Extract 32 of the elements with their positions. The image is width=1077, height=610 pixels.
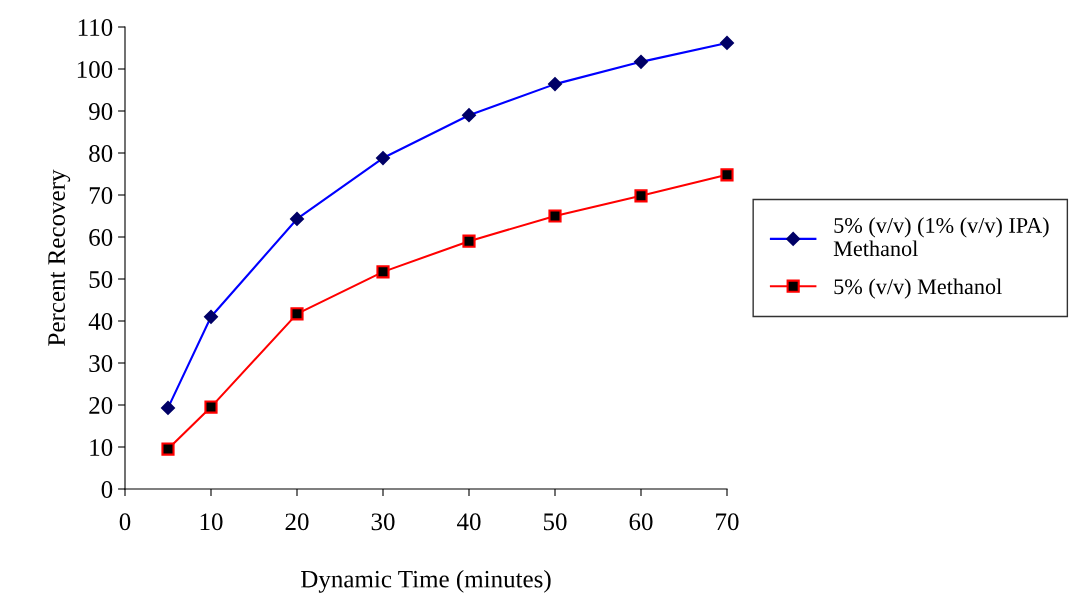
y-tick-label: 10: [90, 439, 113, 456]
y-tick-label: 0: [101, 481, 113, 498]
x-axis-title: Dynamic Time (minutes): [301, 570, 551, 593]
y-tick-label: 60: [89, 229, 113, 246]
y-tick-label: 100: [77, 61, 113, 78]
y-tick-label: 110: [78, 19, 113, 36]
point: [720, 168, 734, 182]
y-tick-label: 50: [89, 271, 113, 288]
y-tick-label: 80: [89, 145, 113, 162]
y-tick-label: 20: [89, 397, 113, 414]
x-tick-label: 10: [200, 513, 223, 531]
y-tick-label: 90: [89, 103, 113, 120]
point: [462, 234, 476, 248]
point: [634, 189, 648, 203]
x-tick-label: 40: [456, 513, 481, 531]
point: [290, 307, 304, 321]
legend-label: 5% (v/v) Methanol: [834, 278, 1002, 299]
legend-label: 5% (v/v) (1% (v/v) IPA) Methanol: [833, 217, 1049, 257]
y-tick-label: 70: [89, 187, 113, 204]
point: [376, 265, 390, 279]
x-tick-label: 20: [285, 513, 309, 531]
x-tick-label: 30: [371, 513, 395, 531]
x-tick-label: 50: [543, 513, 567, 531]
point: [204, 400, 218, 414]
y-tick-label: 30: [89, 355, 113, 372]
y-tick-label: 40: [88, 313, 113, 330]
y-axis-title: Percent Recovery: [48, 169, 71, 346]
x-tick-label: 0: [119, 513, 131, 531]
point: [161, 442, 175, 456]
x-tick-label: 70: [716, 513, 739, 531]
point: [548, 209, 562, 223]
x-tick-label: 60: [629, 513, 653, 531]
